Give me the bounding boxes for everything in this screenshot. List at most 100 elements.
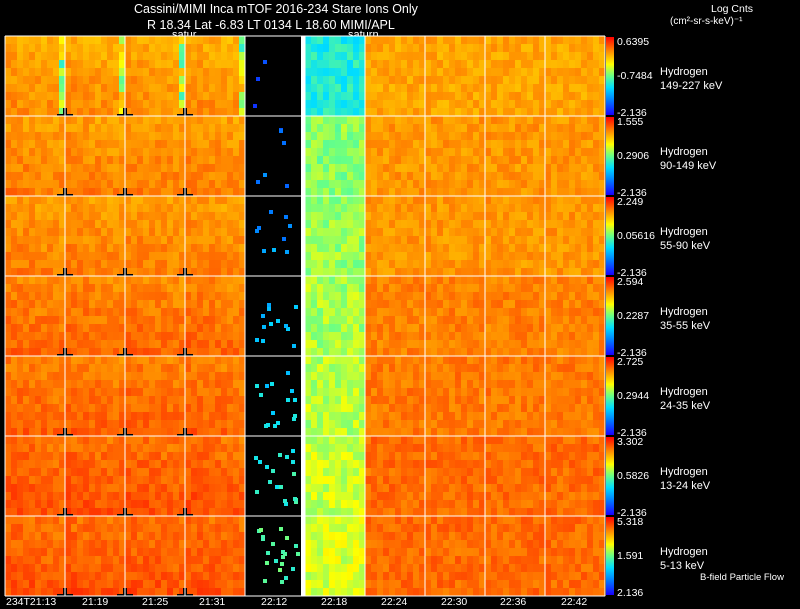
count-pixel [271,542,275,546]
image-cell [65,356,126,437]
count-pixel [284,502,288,506]
image-cell [365,516,426,597]
empty-image-cell [245,36,305,116]
image-cell [545,356,606,437]
band-label: Hydrogen 35-55 keV [660,305,710,333]
count-pixel [269,322,273,326]
count-pixel [276,319,280,323]
image-cell [485,516,546,597]
image-cell [545,196,606,277]
image-cell [65,436,126,517]
image-cell [545,36,606,117]
colorbar-tick-min: -2.136 [617,187,647,199]
count-pixel [263,60,267,64]
empty-image-cell [245,276,305,356]
count-pixel [272,248,276,252]
image-cell [305,276,366,357]
image-cell [65,196,126,277]
image-cell [485,196,546,277]
image-cell [5,516,66,597]
count-pixel [293,398,297,402]
count-pixel [291,460,295,464]
image-cell [545,276,606,357]
time-label: 22:36 [500,596,527,608]
header-line1: Cassini/MIMI Inca mTOF 2016-234 Stare Io… [134,2,418,16]
count-pixel [278,568,282,572]
count-pixel [274,559,278,563]
colorbar-tick-min: -2.136 [617,107,647,119]
colorbar-tick-mid: 0.05616 [617,230,655,242]
band-energy-range: 5-13 keV [660,560,705,572]
count-pixel [278,453,282,457]
count-pixel [285,536,289,540]
image-cell [305,36,366,117]
image-cell [305,116,366,197]
image-cell [545,516,606,597]
count-pixel [288,224,292,228]
colorbar-tick-max: 2.249 [617,196,644,208]
count-pixel [262,249,266,253]
time-label: 22:30 [441,596,468,608]
count-pixel [279,527,283,531]
count-pixel [292,344,296,348]
colorbar-tick-mid: 0.2287 [617,310,650,322]
image-cell [125,516,186,597]
image-cell [125,36,186,117]
footer-note: B-field Particle Flow [700,572,784,583]
time-label: 234T21:13 [6,596,57,608]
colorbar [606,197,614,275]
count-pixel [266,423,270,427]
count-pixel [296,552,300,556]
count-pixel [259,528,263,532]
image-cell [125,116,186,197]
count-pixel [255,229,259,233]
count-pixel [255,384,259,388]
image-cell [125,196,186,277]
image-cell [5,36,66,117]
count-pixel [294,544,298,548]
colorbar [606,37,614,115]
count-pixel [281,550,285,554]
count-pixel [262,325,266,329]
image-cell [425,516,486,597]
time-label: 21:31 [199,596,226,608]
count-pixel [256,77,260,81]
count-pixel [282,237,286,241]
colorbar-units: (cm²-sr-s-keV)⁻¹ [670,16,743,27]
count-pixel [293,414,297,418]
count-pixel [254,456,258,460]
count-pixel [292,417,296,421]
count-pixel [266,551,270,555]
count-pixel [273,424,277,428]
count-pixel [285,455,289,459]
image-cell [125,436,186,517]
image-cell [65,116,126,197]
header-line2: R 18.34 Lat -6.83 LT 0134 L 18.60 MIMI/A… [147,18,395,32]
image-cell [125,276,186,357]
image-cell [365,436,426,517]
image-cell [185,516,246,597]
count-pixel [259,393,263,397]
count-pixel [286,371,290,375]
time-label: 22:18 [321,596,348,608]
band-species: Hydrogen [660,66,708,78]
colorbar-title: Log Cnts [711,3,754,15]
count-pixel [253,104,257,108]
band-energy-range: 90-149 keV [660,160,717,172]
empty-image-cell [245,356,305,436]
colorbar-tick-mid: 0.2944 [617,390,650,402]
image-cell [425,356,486,437]
count-pixel [255,490,259,494]
image-cell [305,516,366,597]
saturn-direction-label-right: saturn [348,29,379,41]
count-pixel [285,250,289,254]
count-pixel [281,555,285,559]
time-label: 22:42 [561,596,588,608]
count-pixel [261,314,265,318]
image-cell [425,276,486,357]
image-cell [365,116,426,197]
count-pixel [255,338,259,342]
colorbar-tick-min: -2.136 [617,267,647,279]
count-pixel [263,173,267,177]
image-cell [65,36,126,117]
